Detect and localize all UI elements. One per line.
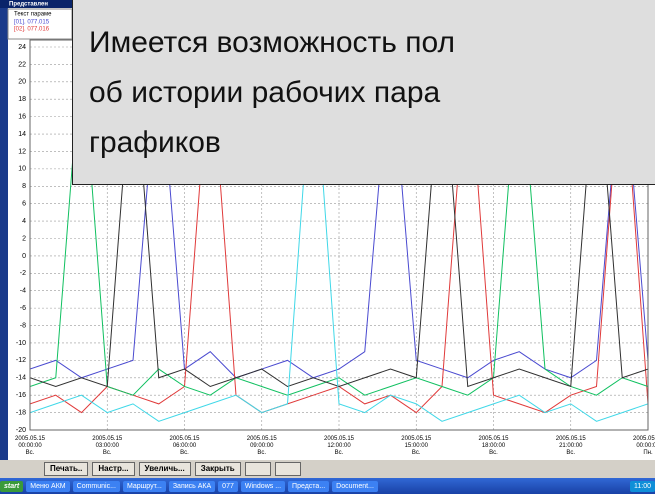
y-tick-label: -4 [20, 288, 26, 295]
y-tick-label: 6 [22, 201, 26, 208]
taskbar-item[interactable]: Предста... [288, 480, 330, 492]
x-tick-label: 2005.05.15 06:00:00 Вс. [169, 436, 200, 456]
icon-button[interactable] [274, 462, 301, 476]
y-tick-label: -14 [16, 375, 26, 382]
series-line [30, 46, 648, 396]
desktop-edge [0, 0, 8, 460]
icon-button[interactable] [244, 462, 271, 476]
x-tick-label: 2005.05.15 21:00:00 Вс. [555, 436, 586, 456]
y-tick-label: 8 [22, 183, 26, 190]
taskbar-item[interactable]: Communic... [72, 480, 120, 492]
button[interactable]: Печать.. [44, 462, 89, 476]
x-tick-label: 2005.05.16 00:00:00 Пн. [632, 436, 655, 456]
x-tick-label: 2005.05.15 12:00:00 Вс. [323, 436, 355, 456]
x-tick-label: 2005.05.15 03:00:00 Вс. [92, 436, 123, 456]
y-tick-label: -18 [16, 409, 26, 416]
y-tick-label: 16 [18, 113, 26, 120]
taskbar-item[interactable]: Меню АКМ [26, 480, 70, 492]
y-tick-label: 20 [18, 79, 26, 86]
taskbar-item[interactable]: Document... [332, 480, 378, 492]
taskbar-item[interactable]: 077 [218, 480, 238, 492]
legend-entry: [01]. 077.015 [14, 20, 50, 26]
y-tick-label: -8 [20, 322, 26, 329]
y-tick-label: 22 [18, 61, 26, 68]
caption-line: графиков [89, 126, 221, 159]
button[interactable]: Настр... [92, 462, 135, 476]
legend-entry: [02]. 077.016 [14, 27, 50, 33]
taskbar-item[interactable]: start [0, 480, 24, 492]
clock: 11:00 [630, 480, 655, 492]
y-tick-label: 4 [22, 218, 26, 225]
y-tick-label: 24 [18, 44, 26, 51]
x-tick-label: 2005.05.15 09:00:00 Вс. [246, 436, 277, 456]
x-tick-label: 2005.05.15 00:00:00 Вс. [14, 436, 46, 456]
x-tick-label: 2005.05.15 15:00:00 Вс. [401, 436, 432, 456]
y-tick-label: -6 [20, 305, 26, 312]
slide-caption: Имеется возможность пол об истории рабоч… [72, 0, 655, 185]
caption-line: Имеется возможность пол [89, 26, 456, 59]
y-tick-label: 10 [18, 166, 26, 173]
y-tick-label: -10 [16, 340, 26, 347]
button-bar: Печать.. Настр... Увеличь... Закрыть [0, 460, 655, 478]
caption-line: об истории рабочих пара [89, 76, 441, 109]
y-tick-label: -16 [16, 392, 26, 399]
y-tick-label: 12 [18, 148, 26, 155]
y-tick-label: 14 [18, 131, 26, 138]
window-title: Представлен [9, 2, 48, 8]
button[interactable]: Закрыть [194, 462, 241, 476]
taskbar-item[interactable]: Windows ... [240, 480, 286, 492]
title-bar [0, 0, 72, 8]
legend-header: Текст параме [14, 12, 52, 18]
x-tick-label: 2005.05.15 18:00:00 Вс. [478, 436, 509, 456]
button[interactable]: Увеличь... [138, 462, 191, 476]
taskbar-item[interactable]: Маршрут... [122, 480, 166, 492]
y-tick-label: -12 [16, 357, 26, 364]
y-tick-label: -20 [16, 427, 26, 434]
y-tick-label: 18 [18, 96, 26, 103]
taskbar: start Меню АКМ Communic... Маршрут... Запись… [0, 478, 655, 494]
y-tick-label: 2 [22, 235, 26, 242]
y-tick-label: 0 [22, 253, 26, 260]
taskbar-item[interactable]: Запись АКА [168, 480, 216, 492]
series-line [30, 46, 648, 422]
y-tick-label: -2 [20, 270, 26, 277]
legend [7, 8, 73, 40]
